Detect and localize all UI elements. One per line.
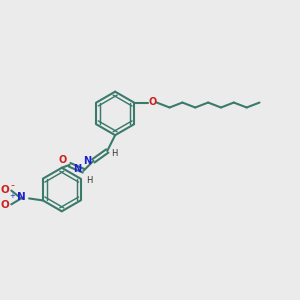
Text: H: H xyxy=(111,149,118,158)
Text: -: - xyxy=(10,180,14,190)
Text: +: + xyxy=(9,194,15,200)
Text: N: N xyxy=(17,193,26,202)
Text: N: N xyxy=(74,164,82,174)
Text: N: N xyxy=(83,156,92,166)
Text: O: O xyxy=(1,184,9,194)
Text: O: O xyxy=(149,97,157,106)
Text: O: O xyxy=(58,155,67,165)
Text: H: H xyxy=(86,176,93,185)
Text: O: O xyxy=(1,200,9,210)
